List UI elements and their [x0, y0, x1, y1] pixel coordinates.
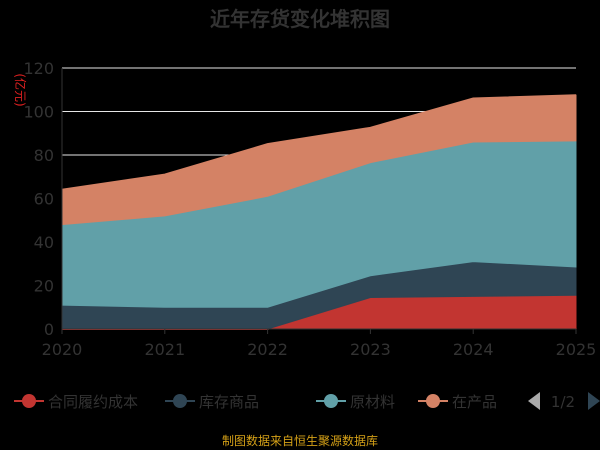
x-tick-label-2022: 2022 [247, 340, 288, 359]
legend-page-indicator: 1/2 [551, 393, 575, 411]
legend-item-2[interactable]: 库存商品 [165, 393, 259, 411]
legend-label: 在产品 [452, 393, 497, 411]
legend: 合同履约成本 库存商品 原材料 在产品 1/2 [14, 392, 600, 411]
chart-title: 近年存货变化堆积图 [210, 7, 390, 31]
legend-item-4[interactable]: 在产品 [418, 393, 497, 411]
area-series [61, 94, 577, 330]
axes: 0 20 40 60 80 100 120 2020 2021 2022 2023 2024 2025 [23, 59, 596, 359]
legend-prev-icon[interactable] [528, 392, 540, 410]
y-tick-label-40: 40 [34, 233, 54, 252]
legend-label: 原材料 [350, 393, 395, 411]
data-source-note: 制图数据来自恒生聚源数据库 [221, 434, 378, 448]
y-tick-label-20: 20 [34, 277, 54, 296]
series-line-4 [61, 94, 577, 191]
y-axis-label: (亿元) [13, 73, 28, 106]
legend-swatch-marker [324, 394, 338, 408]
legend-swatch-marker [22, 394, 36, 408]
legend-label: 合同履约成本 [48, 393, 138, 411]
legend-swatch-marker [426, 394, 440, 408]
x-tick-label-2023: 2023 [350, 340, 391, 359]
y-tick-label-80: 80 [34, 146, 54, 165]
y-tick-label-100: 100 [23, 103, 54, 122]
x-tick-label-2024: 2024 [453, 340, 494, 359]
x-tick-label-2025: 2025 [556, 340, 597, 359]
legend-item-1[interactable]: 合同履约成本 [14, 393, 138, 411]
y-tick-label-120: 120 [23, 59, 54, 78]
x-tick-label-2021: 2021 [144, 340, 185, 359]
legend-label: 库存商品 [199, 393, 259, 411]
legend-next-icon[interactable] [588, 392, 600, 410]
legend-item-3[interactable]: 原材料 [316, 393, 395, 411]
y-tick-label-60: 60 [34, 190, 54, 209]
x-tick-label-2020: 2020 [42, 340, 83, 359]
y-tick-label-0: 0 [44, 320, 54, 339]
legend-swatch-marker [173, 394, 187, 408]
